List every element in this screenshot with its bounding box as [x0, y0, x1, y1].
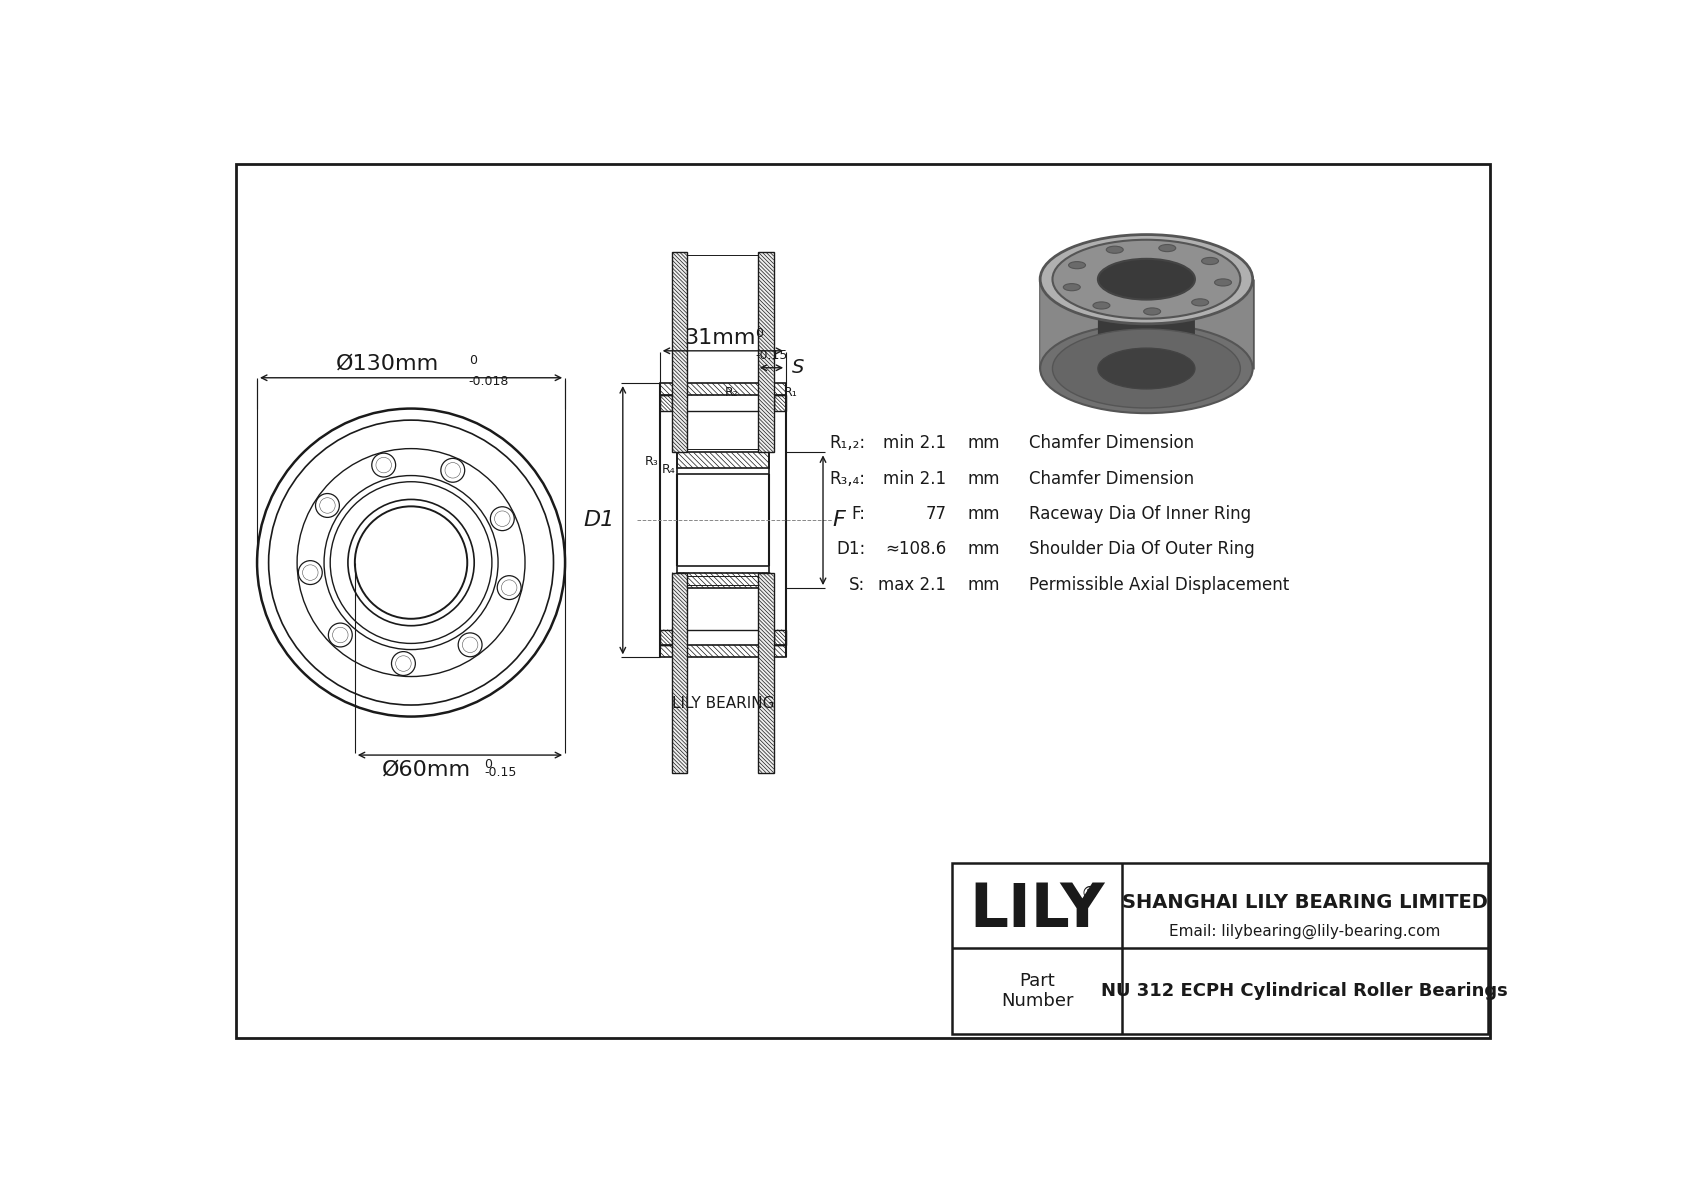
Bar: [773, 395, 786, 411]
Ellipse shape: [1041, 235, 1253, 324]
Text: R₂: R₂: [724, 386, 738, 399]
Text: Permissible Axial Displacement: Permissible Axial Displacement: [1029, 576, 1290, 594]
Text: min 2.1: min 2.1: [882, 469, 946, 487]
Text: D1: D1: [584, 510, 615, 530]
Bar: [953, 862, 1487, 1034]
Text: F:: F:: [852, 505, 866, 523]
Ellipse shape: [1063, 283, 1079, 291]
Bar: [677, 573, 770, 588]
Text: Ø130mm: Ø130mm: [337, 354, 440, 374]
Text: ≈108.6: ≈108.6: [886, 541, 946, 559]
Text: Part
Number: Part Number: [1000, 972, 1073, 1010]
Ellipse shape: [1052, 329, 1241, 409]
Text: R₃: R₃: [645, 455, 658, 468]
Ellipse shape: [1098, 258, 1196, 300]
Text: LILY BEARING: LILY BEARING: [672, 696, 775, 711]
Bar: [660, 384, 786, 395]
Text: -0.15: -0.15: [754, 349, 788, 362]
Text: mm: mm: [968, 576, 1000, 594]
Text: NU 312 ECPH Cylindrical Roller Bearings: NU 312 ECPH Cylindrical Roller Bearings: [1101, 983, 1507, 1000]
Text: SHANGHAI LILY BEARING LIMITED: SHANGHAI LILY BEARING LIMITED: [1122, 893, 1487, 911]
Ellipse shape: [1069, 262, 1086, 269]
Text: ®: ®: [1081, 885, 1098, 903]
Bar: [773, 630, 786, 646]
Text: D1:: D1:: [837, 541, 866, 559]
Bar: [672, 573, 687, 773]
Polygon shape: [1098, 258, 1196, 368]
Text: F: F: [832, 510, 845, 530]
Text: 0: 0: [468, 354, 477, 367]
Text: R₄: R₄: [662, 463, 675, 476]
Ellipse shape: [1192, 299, 1209, 306]
Bar: [758, 252, 773, 453]
Ellipse shape: [1214, 279, 1231, 286]
Text: Raceway Dia Of Inner Ring: Raceway Dia Of Inner Ring: [1029, 505, 1251, 523]
Ellipse shape: [1159, 244, 1175, 251]
Bar: [660, 646, 786, 657]
Text: R₁,₂:: R₁,₂:: [829, 435, 866, 453]
Bar: [672, 252, 687, 453]
Polygon shape: [1041, 235, 1253, 368]
Text: Email: lilybearing@lily-bearing.com: Email: lilybearing@lily-bearing.com: [1169, 924, 1440, 939]
Text: R₁: R₁: [783, 386, 798, 399]
Bar: [660, 630, 672, 646]
Text: 31mm: 31mm: [684, 328, 756, 348]
Ellipse shape: [1098, 348, 1196, 389]
Text: mm: mm: [968, 541, 1000, 559]
Ellipse shape: [1143, 308, 1160, 314]
Bar: [677, 453, 770, 468]
Ellipse shape: [1041, 324, 1253, 413]
Text: Ø60mm: Ø60mm: [382, 760, 472, 780]
Text: LILY: LILY: [970, 881, 1105, 940]
Text: Chamfer Dimension: Chamfer Dimension: [1029, 469, 1194, 487]
Ellipse shape: [1106, 247, 1123, 254]
Text: 0: 0: [754, 328, 763, 341]
Text: min 2.1: min 2.1: [882, 435, 946, 453]
Ellipse shape: [1093, 301, 1110, 308]
Text: mm: mm: [968, 469, 1000, 487]
Text: -0.018: -0.018: [468, 375, 509, 388]
Text: R₃,₄:: R₃,₄:: [829, 469, 866, 487]
Text: Chamfer Dimension: Chamfer Dimension: [1029, 435, 1194, 453]
Text: 0: 0: [485, 759, 492, 771]
Text: Shoulder Dia Of Outer Ring: Shoulder Dia Of Outer Ring: [1029, 541, 1255, 559]
Text: 77: 77: [925, 505, 946, 523]
Text: -0.15: -0.15: [485, 766, 517, 779]
Text: S: S: [791, 358, 805, 378]
Text: mm: mm: [968, 435, 1000, 453]
Text: mm: mm: [968, 505, 1000, 523]
Text: S:: S:: [849, 576, 866, 594]
Text: max 2.1: max 2.1: [879, 576, 946, 594]
Ellipse shape: [1052, 239, 1241, 319]
Bar: [758, 573, 773, 773]
Bar: [660, 395, 672, 411]
Ellipse shape: [1202, 257, 1219, 264]
